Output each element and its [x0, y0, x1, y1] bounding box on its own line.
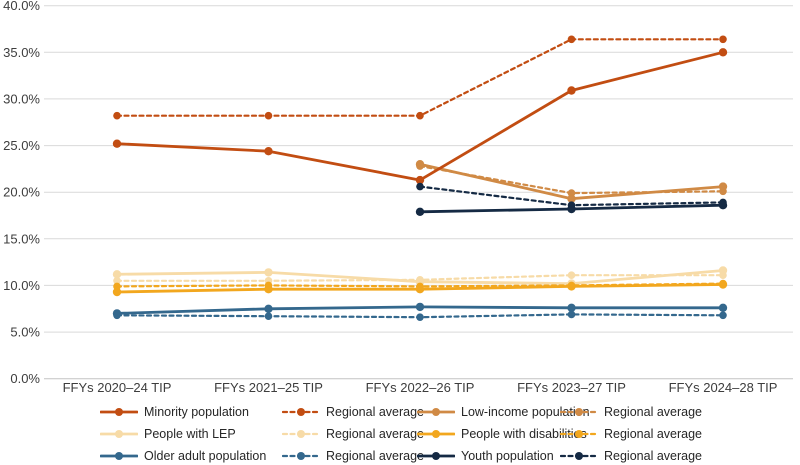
- older-adult-regional-average-point: [719, 311, 727, 320]
- legend-swatch-dashed-icon: [282, 430, 320, 438]
- chart-legend: Minority population Regional average Low-i…: [100, 400, 702, 465]
- legend-item-minority-regional-average: Regional average: [282, 402, 424, 422]
- legend-item-lep-regional-average: Regional average: [282, 424, 424, 444]
- x-tick-label: FFYs 2021–25 TIP: [214, 380, 323, 395]
- x-tick-label: FFYs 2022–26 TIP: [366, 380, 475, 395]
- older-adult-population-point: [718, 303, 728, 312]
- y-tick-label: 20.0%: [3, 185, 40, 200]
- minority-population-point: [415, 175, 425, 185]
- minority-population-point: [567, 86, 576, 95]
- legend-label: Regional average: [604, 449, 702, 463]
- legend-swatch-solid-icon: [100, 430, 138, 438]
- low-income-population-point: [567, 194, 576, 203]
- people-with-lep-point: [112, 270, 122, 279]
- legend-item-older-adult-population: Older adult population: [100, 446, 282, 465]
- minority-regional-average-series: [115, 38, 725, 117]
- people-with-disabilities-point: [264, 285, 273, 294]
- legend-swatch-dashed-icon: [282, 452, 320, 460]
- legend-label: Older adult population: [144, 449, 267, 463]
- legend-label: Youth population: [461, 449, 554, 463]
- y-tick-label: 30.0%: [3, 91, 40, 106]
- minority-population-point: [264, 147, 273, 156]
- legend-item-youth-regional-average: Regional average: [560, 446, 702, 465]
- legend-label: Regional average: [604, 405, 702, 419]
- legend-item-people-with-disabilities: People with disabilities: [417, 424, 587, 444]
- lep-regional-average-point: [113, 277, 121, 285]
- legend-label: Regional average: [604, 427, 702, 441]
- plot-area: 0.0% 5.0% 10.0% 15.0% 20.0% 25.0% 30.0% 35.0% 40…: [3, 0, 793, 395]
- legend-label: People with LEP: [144, 427, 236, 441]
- legend-swatch-dashed-icon: [560, 408, 598, 416]
- legend-swatch-solid-icon: [100, 408, 138, 416]
- legend-swatch-solid-icon: [417, 430, 455, 438]
- legend-item-disabilities-regional-average: Regional average: [560, 424, 702, 444]
- legend-swatch-dashed-icon: [282, 408, 320, 416]
- legend-item-older-adult-regional-average: Regional average: [282, 446, 424, 465]
- minority-regional-average-point: [113, 111, 121, 120]
- legend-label: Regional average: [326, 427, 424, 441]
- legend-item-low-income-regional-average: Regional average: [560, 402, 702, 422]
- older-adult-regional-average-point: [416, 313, 424, 322]
- minority-regional-average-point: [416, 111, 424, 120]
- legend-label: Minority population: [144, 405, 249, 419]
- y-tick-label: 25.0%: [3, 138, 40, 153]
- y-tick-label: 15.0%: [3, 231, 40, 246]
- older-adult-population-point: [112, 309, 122, 318]
- x-tick-label: FFYs 2024–28 TIP: [669, 380, 778, 395]
- legend-swatch-solid-icon: [417, 408, 455, 416]
- older-adult-population-point: [567, 303, 576, 312]
- legend-swatch-solid-icon: [417, 452, 455, 460]
- x-tick-label: FFYs 2023–27 TIP: [517, 380, 626, 395]
- lep-regional-average-point: [567, 271, 576, 280]
- minority-population-point: [718, 48, 728, 57]
- minority-regional-average-point: [567, 35, 576, 44]
- low-income-population-point: [415, 160, 425, 169]
- minority-population-point: [112, 139, 122, 148]
- people-with-disabilities-point: [718, 280, 728, 289]
- people-with-lep-point: [718, 266, 728, 275]
- minority-regional-average-point: [719, 35, 727, 44]
- youth-population-point: [567, 204, 576, 214]
- legend-item-people-with-lep: People with LEP: [100, 424, 282, 444]
- people-with-disabilities-point: [567, 282, 576, 291]
- older-adult-regional-average-point: [264, 312, 273, 321]
- minority-regional-average-point: [264, 111, 273, 120]
- youth-population-point: [415, 207, 425, 216]
- y-tick-label: 40.0%: [3, 0, 40, 13]
- legend-item-youth-population: Youth population: [417, 446, 560, 465]
- legend-item-low-income-population: Low-income population: [417, 402, 590, 422]
- y-tick-label: 10.0%: [3, 278, 40, 293]
- people-with-disabilities-point: [415, 285, 425, 294]
- youth-population-point: [718, 201, 728, 210]
- legend-label: Low-income population: [461, 405, 590, 419]
- older-adult-regional-average-point: [567, 310, 576, 319]
- low-income-population-point: [718, 182, 728, 191]
- older-adult-population-point: [415, 302, 425, 312]
- legend-label: People with disabilities: [461, 427, 587, 441]
- legend-swatch-dashed-icon: [560, 430, 598, 438]
- youth-regional-average-point: [416, 182, 424, 191]
- legend-swatch-solid-icon: [100, 452, 138, 460]
- y-tick-label: 0.0%: [10, 371, 40, 386]
- older-adult-population-point: [264, 304, 273, 313]
- legend-item-minority-population: Minority population: [100, 402, 282, 422]
- minority-regional-average-line: [115, 38, 725, 117]
- legend-label: Regional average: [326, 405, 424, 419]
- people-with-disabilities-point: [112, 287, 122, 297]
- y-tick-label: 35.0%: [3, 45, 40, 60]
- legend-label: Regional average: [326, 449, 424, 463]
- people-with-lep-point: [264, 268, 273, 277]
- x-tick-label: FFYs 2020–24 TIP: [63, 380, 172, 395]
- legend-swatch-dashed-icon: [560, 452, 598, 460]
- y-tick-label: 5.0%: [10, 325, 40, 340]
